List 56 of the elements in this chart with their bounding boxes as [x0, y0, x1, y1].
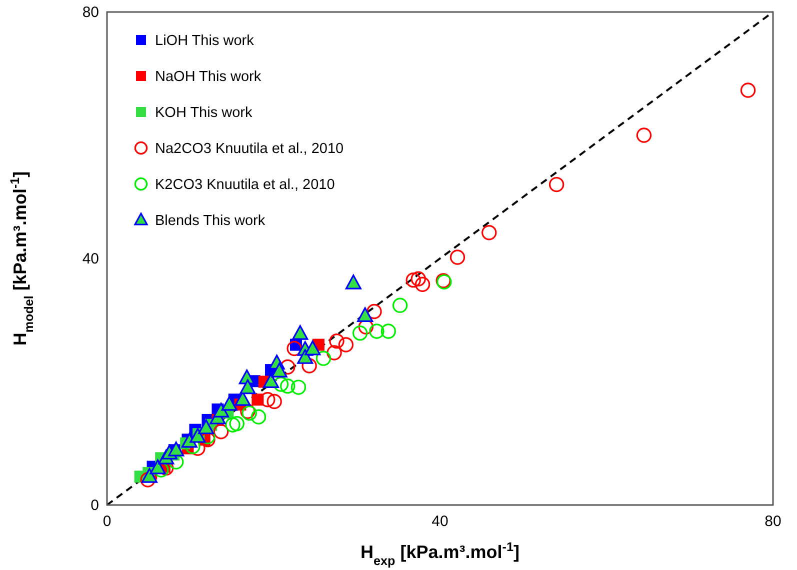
point [410, 271, 426, 286]
point [221, 396, 238, 411]
legend-label: Blends This work [155, 213, 266, 229]
point [290, 380, 306, 395]
point [636, 128, 652, 143]
point [280, 359, 296, 375]
point [740, 82, 756, 98]
point [326, 345, 342, 360]
point [292, 325, 308, 340]
point [482, 225, 497, 240]
point [304, 340, 321, 356]
y-tick-label: 80 [82, 4, 99, 21]
point [200, 432, 216, 448]
x-tick-label: 80 [764, 513, 782, 530]
x-tick-label: 0 [102, 513, 112, 530]
point [338, 337, 354, 352]
point [141, 468, 158, 483]
point [380, 324, 396, 339]
point [273, 376, 289, 392]
point [316, 350, 332, 366]
point [297, 349, 314, 364]
point [140, 472, 156, 488]
point [366, 304, 382, 320]
point [352, 325, 368, 341]
point [168, 454, 184, 470]
legend-label: Na2CO3 Knuutila et al., 2010 [155, 141, 344, 157]
point [345, 274, 362, 290]
point [286, 340, 302, 356]
point [392, 298, 408, 313]
point [250, 409, 266, 424]
point [357, 307, 374, 322]
point [168, 442, 184, 456]
point [198, 419, 214, 434]
point [240, 379, 256, 394]
legend-label: LiOH This work [155, 33, 255, 49]
point [302, 358, 317, 374]
point [329, 333, 344, 349]
point [406, 272, 421, 288]
point [280, 378, 296, 394]
point [213, 424, 229, 440]
point [450, 250, 466, 265]
legend-label: KOH This work [155, 105, 253, 121]
point [548, 176, 564, 192]
point [225, 417, 240, 432]
point [414, 276, 430, 292]
legend-label: K2CO3 Knuutila et al., 2010 [155, 177, 335, 193]
y-tick-label: 0 [90, 497, 99, 514]
y-tick-label: 40 [82, 250, 99, 268]
x-tick-label: 40 [432, 513, 448, 530]
point [271, 362, 288, 378]
point [266, 394, 282, 410]
point [229, 416, 244, 432]
point [369, 324, 384, 339]
legend-label: NaOH This work [155, 69, 262, 85]
point [190, 428, 206, 443]
x-axis-title: H$_{exp}$ [kPa.m³.mol$^{-1}$] [360, 540, 520, 568]
